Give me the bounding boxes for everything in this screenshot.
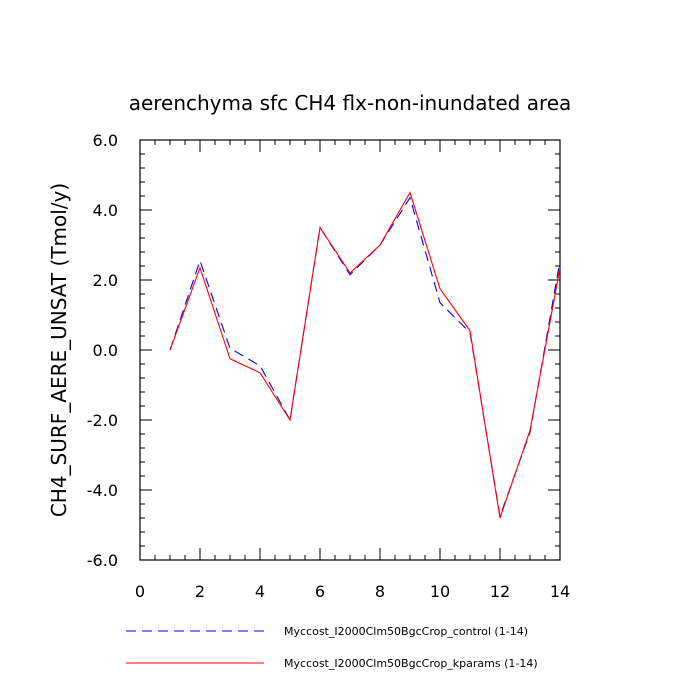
- y-tick-label: 0.0: [93, 341, 118, 360]
- legend-label: Myccost_I2000Clm50BgcCrop_kparams (1-14): [284, 657, 538, 670]
- chart-title: aerenchyma sfc CH4 flx-non-inundated are…: [129, 91, 572, 115]
- y-tick-label: -2.0: [87, 411, 118, 430]
- x-tick-label: 8: [375, 582, 385, 601]
- x-tick-label: 6: [315, 582, 325, 601]
- legend: Myccost_I2000Clm50BgcCrop_control (1-14)…: [126, 625, 538, 670]
- x-tick-labels: 0 2 4 6 8 10 12 14: [135, 582, 570, 601]
- y-axis-label: CH4_SURF_AERE_UNSAT (Tmol/y): [47, 183, 71, 517]
- y-tick-label: -6.0: [87, 551, 118, 570]
- y-tick-label: -4.0: [87, 481, 118, 500]
- y-tick-labels: -6.0 -4.0 -2.0 0.0 2.0 4.0 6.0: [87, 131, 118, 570]
- x-tick-label: 12: [490, 582, 510, 601]
- x-tick-label: 4: [255, 582, 265, 601]
- legend-label: Myccost_I2000Clm50BgcCrop_control (1-14): [284, 625, 528, 638]
- x-tick-label: 0: [135, 582, 145, 601]
- y-tick-label: 4.0: [93, 201, 118, 220]
- x-tick-label: 10: [430, 582, 450, 601]
- series-line-kparams: [169, 191, 561, 519]
- y-tick-label: 6.0: [93, 131, 118, 150]
- x-tick-label: 2: [195, 582, 205, 601]
- y-tick-label: 2.0: [93, 271, 118, 290]
- x-tick-label: 14: [550, 582, 570, 601]
- axis-ticks: [139, 139, 561, 561]
- series-line-control: [169, 196, 561, 517]
- series-lines: [169, 191, 561, 519]
